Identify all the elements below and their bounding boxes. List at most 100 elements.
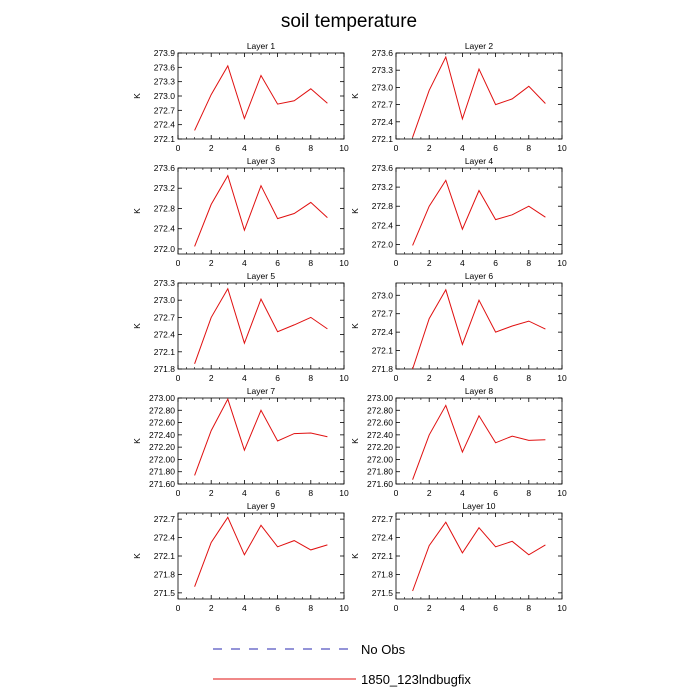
y-tick-label: 272.8 [372,201,394,211]
legend-item-1850-123lndbugfix: 1850_123lndbugfix [213,672,471,687]
panel-title-layer-10: Layer 10 [462,501,495,511]
x-tick-label: 6 [275,143,280,153]
series-line-1850-123lndbugfix [412,521,546,592]
y-tick-label: 271.8 [154,364,176,374]
y-tick-label: 272.1 [372,134,394,144]
y-tick-label: 272.7 [372,514,394,524]
x-tick-label: 4 [242,258,247,268]
x-tick-label: 0 [176,258,181,268]
y-tick-label: 272.80 [149,405,175,415]
series-line-1850-123lndbugfix [194,516,328,587]
x-tick-label: 8 [308,603,313,613]
y-axis-label: K [132,208,142,214]
x-tick-label: 0 [176,603,181,613]
panel-title-layer-8: Layer 8 [465,386,494,396]
y-tick-label: 272.0 [154,244,176,254]
x-tick-label: 10 [557,143,567,153]
y-tick-label: 271.80 [367,467,393,477]
y-tick-label: 272.4 [154,120,176,130]
y-tick-label: 272.7 [154,105,176,115]
y-axis-label: K [350,93,360,99]
x-tick-label: 4 [242,373,247,383]
y-tick-label: 273.00 [149,393,175,403]
y-axis-label: K [132,323,142,329]
y-tick-label: 272.7 [154,312,176,322]
panel-layer-7: Layer 7 0 2 4 6 8 10 271.60 271.80 272.00 272.20 27… [132,386,349,498]
panel-layer-1: Layer 1 0 2 4 6 8 10 272.1 272.4 272.7 273.0 273.3 2… [132,41,349,153]
x-tick-label: 0 [176,143,181,153]
x-tick-label: 2 [427,143,432,153]
x-tick-label: 2 [427,373,432,383]
legend-item-no-obs: No Obs [213,642,406,657]
series-line-1850-123lndbugfix [194,287,328,364]
y-axis-label: K [132,438,142,444]
y-axis-label: K [350,553,360,559]
y-tick-label: 273.0 [154,91,176,101]
panel-layer-3: Layer 3 0 2 4 6 8 10 272.0 272.4 272.8 273.2 273.6 K [132,156,349,268]
x-tick-label: 10 [557,373,567,383]
y-tick-label: 273.6 [372,48,394,58]
x-tick-label: 4 [460,373,465,383]
x-tick-label: 8 [308,373,313,383]
main-title: soil temperature [281,11,417,32]
x-tick-label: 10 [339,488,349,498]
x-tick-label: 2 [427,488,432,498]
panel-title-layer-9: Layer 9 [247,501,276,511]
x-tick-label: 0 [394,488,399,498]
x-tick-label: 0 [394,143,399,153]
x-tick-label: 0 [394,258,399,268]
x-tick-label: 10 [557,603,567,613]
x-tick-label: 0 [394,373,399,383]
panel-layer-5: Layer 5 0 2 4 6 8 10 271.8 272.1 272.4 272.7 273.0 2… [132,271,349,383]
y-tick-label: 272.4 [372,117,394,127]
panel-layer-2: Layer 2 0 2 4 6 8 10 272.1 272.4 272.7 273.0 273.3 2… [350,41,567,153]
y-tick-label: 272.7 [154,514,176,524]
y-axis-label: K [350,438,360,444]
y-tick-label: 273.3 [372,65,394,75]
series-line-1850-123lndbugfix [412,179,546,246]
x-tick-label: 8 [526,603,531,613]
y-tick-label: 273.3 [154,278,176,288]
panel-title-layer-3: Layer 3 [247,156,276,166]
x-tick-label: 6 [493,258,498,268]
y-tick-label: 271.8 [372,364,394,374]
x-tick-label: 4 [242,488,247,498]
series-line-1850-123lndbugfix [194,64,328,131]
panels-group: Layer 10 2 4 6 8 10 272.1 272.4 272.7 273.0 273.3 2… [132,41,567,613]
x-tick-label: 10 [557,258,567,268]
series-line-1850-123lndbugfix [412,404,546,480]
legend-label-no-obs: No Obs [361,642,406,657]
y-tick-label: 272.80 [367,405,393,415]
x-tick-label: 2 [209,488,214,498]
x-tick-label: 0 [176,373,181,383]
y-tick-label: 272.1 [154,551,176,561]
x-tick-label: 0 [176,488,181,498]
x-tick-label: 2 [209,603,214,613]
x-tick-label: 6 [275,603,280,613]
x-tick-label: 6 [275,373,280,383]
x-tick-label: 8 [526,373,531,383]
y-tick-label: 272.1 [154,347,176,357]
y-tick-label: 272.4 [154,224,176,234]
y-tick-label: 272.1 [154,134,176,144]
y-axis-label: K [132,93,142,99]
y-tick-label: 273.3 [154,77,176,87]
y-tick-label: 272.4 [372,327,394,337]
x-tick-label: 10 [339,258,349,268]
x-tick-label: 6 [493,488,498,498]
panel-layer-8: Layer 8 0 2 4 6 8 10 271.60 271.80 272.00 272.20 27… [350,386,567,498]
x-tick-label: 4 [460,143,465,153]
panel-title-layer-5: Layer 5 [247,271,276,281]
y-tick-label: 272.60 [367,418,393,428]
series-line-1850-123lndbugfix [194,397,328,476]
y-tick-label: 272.1 [372,551,394,561]
y-tick-label: 273.9 [154,48,176,58]
x-tick-label: 6 [275,258,280,268]
x-tick-label: 6 [275,488,280,498]
y-tick-label: 272.4 [372,533,394,543]
y-tick-label: 273.0 [372,290,394,300]
series-line-1850-123lndbugfix [412,288,546,370]
panel-layer-10: Layer 10 0 2 4 6 8 10 271.5 271.8 272.1 272.4 272.7… [350,501,567,613]
